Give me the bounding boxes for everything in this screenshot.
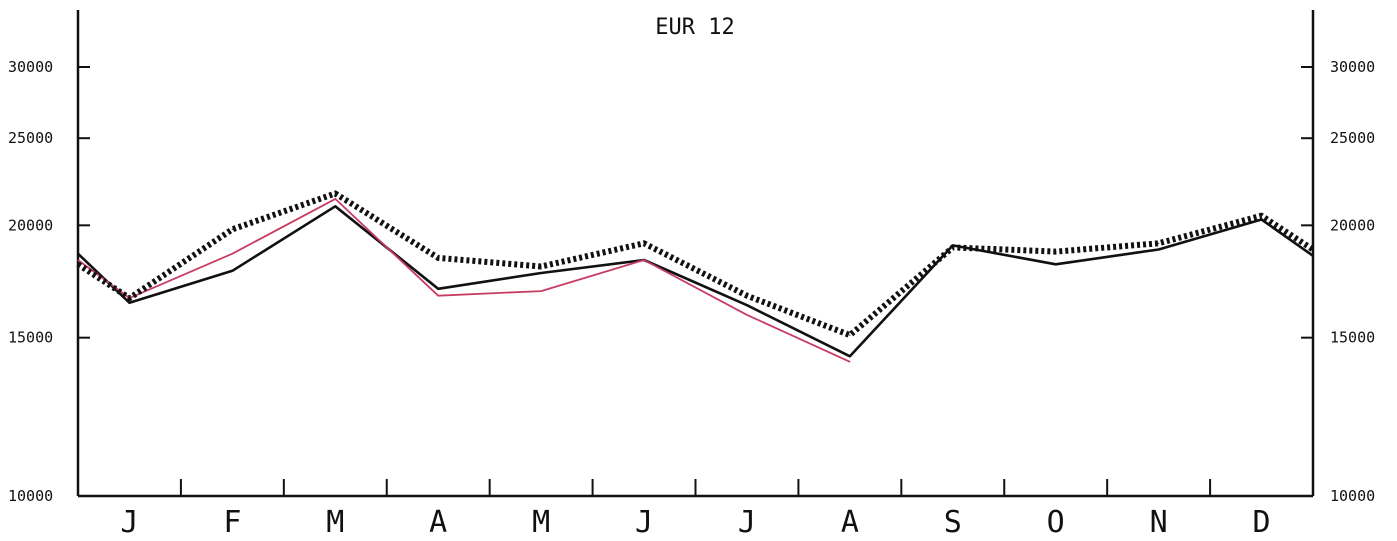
series-point-2 (643, 259, 645, 261)
y-tick-label-left: 15000 (8, 329, 53, 347)
month-label: J (738, 505, 756, 540)
month-label: F (223, 505, 241, 540)
y-tick-label-right: 25000 (1330, 129, 1375, 147)
series-point-1 (1260, 218, 1263, 221)
y-tick-label-left: 30000 (8, 58, 53, 76)
month-label: A (841, 505, 859, 540)
series-point-2 (849, 361, 851, 363)
series-point-3 (540, 265, 542, 268)
y-tick-label-left: 25000 (8, 129, 53, 147)
series-point-2 (437, 295, 439, 297)
series-group (76, 190, 1315, 363)
y-tick-label-right: 20000 (1330, 216, 1375, 234)
series-point-3 (643, 242, 645, 244)
series-point-1 (128, 302, 131, 304)
series-point-2 (231, 253, 233, 255)
y-tick-label-right: 15000 (1330, 329, 1375, 347)
series-point-1 (540, 272, 542, 274)
month-label: A (429, 505, 447, 540)
series-point-2 (334, 198, 336, 200)
series-point-3 (849, 334, 851, 336)
series-point-3 (128, 297, 131, 299)
series-point-1 (334, 205, 336, 207)
chart-title: EUR 12 (655, 15, 734, 40)
series-point-2 (746, 314, 748, 316)
series-point-2 (540, 290, 542, 292)
series-point-3 (1158, 242, 1160, 244)
series-point-3 (231, 228, 233, 230)
month-label: O (1047, 505, 1065, 540)
y-axis-left: 10000 15000 20000 25000 30000 (8, 58, 90, 505)
month-label: N (1150, 505, 1168, 540)
series-point-3 (334, 192, 336, 195)
y-axis-right: 10000 15000 20000 25000 30000 (1301, 58, 1375, 505)
month-label: M (532, 505, 550, 540)
y-tick-label-left: 20000 (8, 216, 53, 234)
series-point-3 (1260, 215, 1263, 217)
series-line-2 (77, 198, 851, 363)
month-label: J (635, 505, 653, 540)
y-tick-label-right: 30000 (1330, 58, 1375, 76)
series-point-1 (849, 355, 851, 357)
series-point-1 (746, 304, 748, 306)
month-label: J (120, 505, 138, 540)
series-line-1 (77, 205, 1314, 358)
series-point-3 (952, 246, 954, 249)
series-point-1 (231, 270, 233, 272)
series-point-3 (746, 295, 748, 297)
month-label: S (944, 505, 962, 540)
series-point-1 (1055, 263, 1057, 265)
y-tick-label-right: 10000 (1330, 487, 1375, 505)
series-point-3 (437, 257, 439, 259)
series-point-1 (1158, 248, 1160, 251)
month-label: M (326, 505, 344, 540)
y-tick-label-left: 10000 (8, 487, 53, 505)
series-line-3 (76, 190, 1315, 339)
series-point-1 (437, 288, 439, 290)
series-point-3 (1055, 250, 1057, 253)
month-label: D (1253, 505, 1271, 540)
